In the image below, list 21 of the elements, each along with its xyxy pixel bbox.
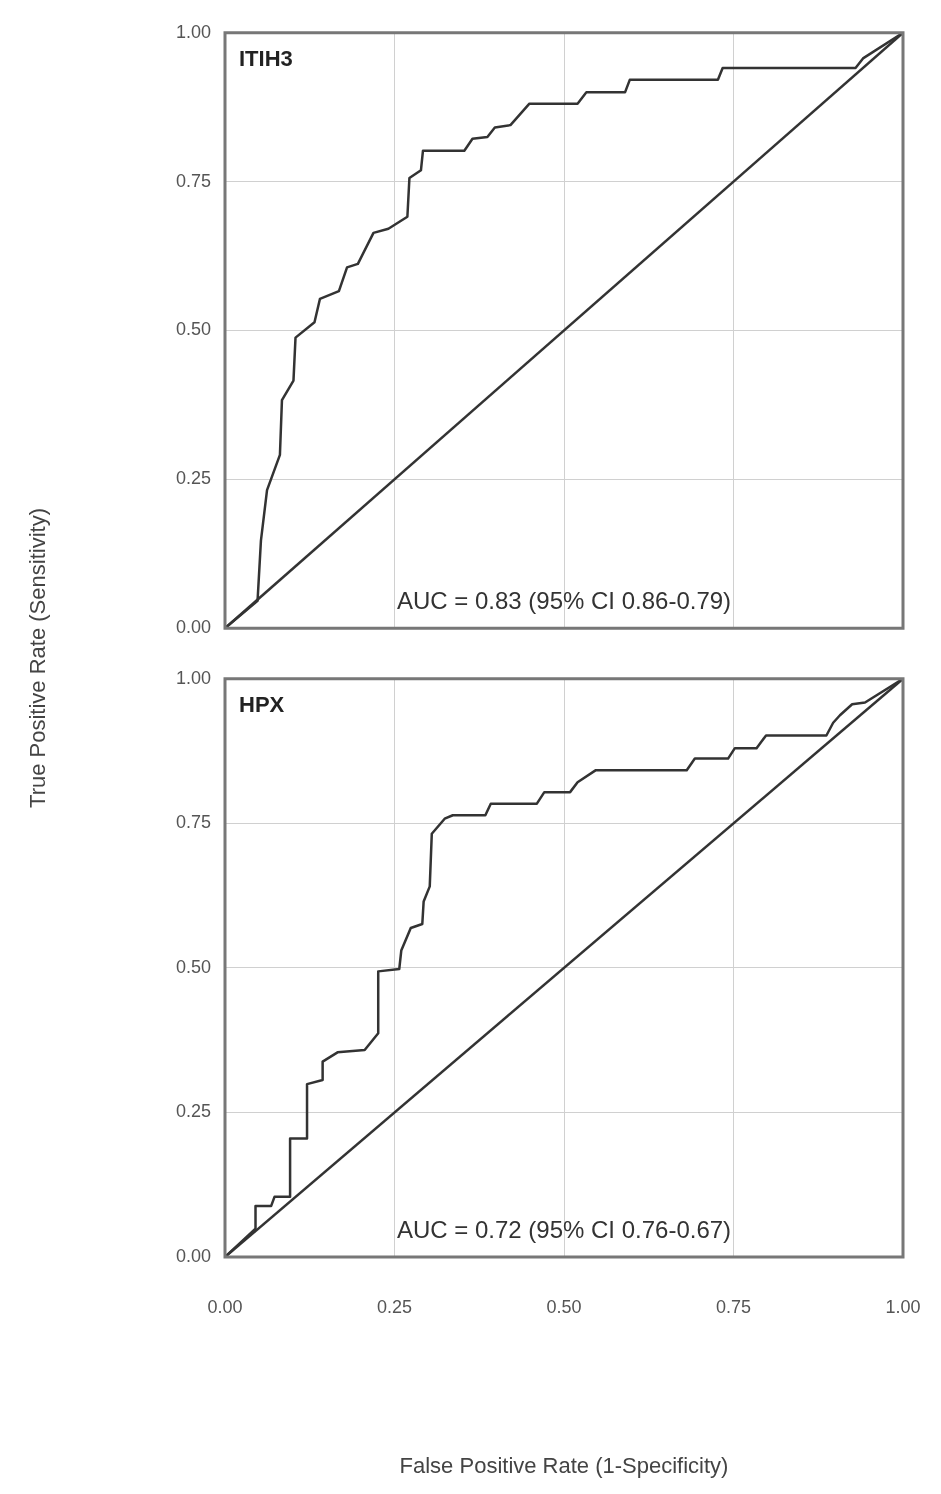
annotation: AUC = 0.72 (95% CI 0.76-0.67)	[396, 1215, 732, 1243]
y-tick-label: 0.25	[175, 1101, 211, 1122]
y-tick-label: 1.00	[175, 667, 211, 688]
y-axis-title: True Positive Rate (Sensitivity)	[25, 508, 51, 808]
y-tick-label: 0.00	[175, 1245, 211, 1266]
y-tick-label: 1.00	[175, 21, 211, 42]
y-tick-label: 0.75	[175, 170, 211, 191]
annotation: AUC = 0.83 (95% CI 0.86-0.79)	[396, 586, 732, 614]
x-tick-label: 0.50	[546, 1296, 582, 1317]
y-tick-label: 0.00	[175, 617, 211, 638]
x-axis-title: False Positive Rate (1-Specificity)	[399, 1452, 729, 1478]
text: ITIH3	[239, 45, 293, 71]
y-tick-label: 0.25	[175, 468, 211, 489]
text: HPX	[239, 691, 285, 717]
y-tick-label: 0.50	[175, 319, 211, 340]
y-tick-label: 0.50	[175, 956, 211, 977]
x-tick-label: 0.25	[376, 1296, 413, 1317]
x-tick-label: 0.00	[207, 1296, 243, 1317]
x-tick-label: 0.75	[715, 1296, 752, 1317]
x-tick-label: 1.00	[885, 1296, 921, 1317]
y-tick-label: 0.75	[175, 812, 211, 833]
